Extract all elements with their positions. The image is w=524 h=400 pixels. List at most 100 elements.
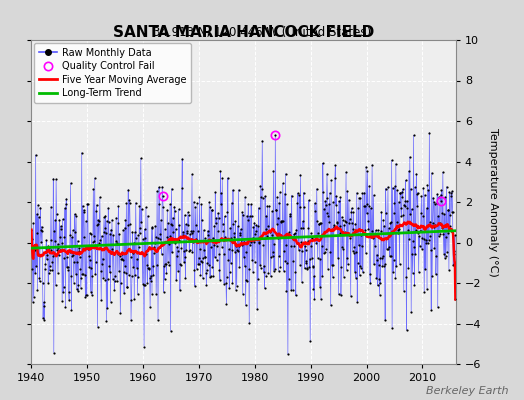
Point — [392, 263, 400, 269]
Point — [59, 284, 68, 291]
Point — [75, 254, 84, 260]
Point — [236, 229, 244, 236]
Point — [277, 219, 285, 225]
Point — [102, 230, 110, 236]
Point — [133, 256, 141, 262]
Point — [264, 270, 272, 276]
Point — [362, 163, 370, 170]
Point — [104, 219, 113, 226]
Point — [342, 266, 351, 273]
Point — [267, 273, 275, 280]
Point — [438, 210, 446, 216]
Point — [332, 193, 341, 200]
Point — [354, 260, 362, 266]
Point — [417, 193, 425, 200]
Point — [144, 265, 152, 271]
Point — [319, 160, 327, 166]
Point — [292, 226, 300, 233]
Point — [41, 261, 50, 268]
Point — [97, 233, 106, 239]
Point — [173, 248, 182, 254]
Point — [168, 249, 176, 256]
Point — [279, 268, 288, 274]
Point — [155, 184, 163, 190]
Point — [359, 202, 368, 209]
Point — [391, 275, 400, 282]
Point — [379, 216, 387, 223]
Point — [282, 288, 291, 294]
Point — [233, 223, 242, 230]
Point — [421, 237, 430, 243]
Point — [107, 250, 116, 256]
Point — [369, 192, 378, 198]
Point — [402, 274, 410, 280]
Point — [283, 201, 291, 208]
Point — [400, 288, 408, 294]
Point — [226, 260, 235, 266]
Point — [117, 280, 125, 286]
Point — [333, 220, 342, 226]
Point — [67, 180, 75, 186]
Point — [182, 221, 190, 227]
Point — [118, 256, 127, 263]
Point — [172, 253, 181, 260]
Point — [300, 204, 308, 210]
Point — [295, 192, 303, 198]
Point — [274, 215, 282, 221]
Point — [147, 224, 156, 231]
Point — [445, 189, 454, 195]
Point — [307, 243, 315, 250]
Point — [443, 249, 451, 255]
Point — [158, 251, 166, 257]
Point — [386, 253, 394, 260]
Point — [187, 228, 195, 234]
Point — [340, 274, 348, 280]
Point — [324, 213, 333, 220]
Point — [343, 254, 351, 261]
Point — [417, 209, 425, 216]
Point — [54, 270, 62, 276]
Point — [399, 212, 408, 218]
Point — [222, 301, 231, 307]
Point — [64, 289, 73, 295]
Point — [118, 250, 126, 257]
Point — [68, 234, 76, 240]
Point — [189, 239, 198, 245]
Point — [41, 266, 49, 272]
Point — [55, 216, 63, 223]
Point — [152, 291, 160, 298]
Title: SANTA MARIA HANCOCK FIELD: SANTA MARIA HANCOCK FIELD — [113, 25, 374, 40]
Point — [162, 261, 170, 267]
Point — [254, 276, 263, 282]
Point — [350, 244, 358, 250]
Point — [123, 284, 132, 290]
Point — [293, 200, 301, 206]
Point — [330, 224, 339, 230]
Point — [420, 236, 428, 242]
Point — [205, 274, 214, 280]
Point — [95, 218, 104, 224]
Point — [27, 226, 36, 233]
Point — [47, 204, 55, 210]
Point — [119, 269, 128, 276]
Point — [450, 261, 458, 268]
Point — [357, 264, 365, 271]
Point — [424, 236, 433, 243]
Point — [70, 279, 78, 286]
Point — [383, 246, 391, 252]
Point — [40, 317, 49, 323]
Point — [240, 238, 248, 245]
Point — [122, 200, 130, 207]
Point — [296, 204, 304, 210]
Point — [227, 234, 235, 241]
Point — [48, 266, 57, 273]
Point — [198, 258, 206, 265]
Point — [38, 223, 46, 230]
Point — [90, 233, 98, 239]
Point — [206, 204, 214, 210]
Point — [250, 220, 258, 226]
Point — [170, 203, 179, 210]
Point — [174, 206, 183, 212]
Point — [350, 209, 358, 216]
Point — [287, 242, 295, 249]
